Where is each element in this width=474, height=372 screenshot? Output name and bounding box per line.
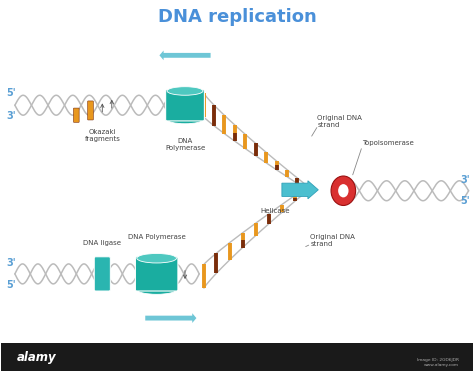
Ellipse shape: [331, 176, 356, 205]
FancyBboxPatch shape: [73, 108, 79, 122]
Text: DNA replication: DNA replication: [158, 8, 316, 26]
Text: 5': 5': [6, 280, 16, 290]
Ellipse shape: [167, 115, 203, 124]
Text: Image ID: 2GD6JDR
www.alamy.com: Image ID: 2GD6JDR www.alamy.com: [417, 359, 459, 367]
Text: DNA Polymerase: DNA Polymerase: [128, 234, 185, 240]
Ellipse shape: [167, 87, 203, 95]
Text: 5': 5': [460, 196, 470, 206]
Text: DNA ligase: DNA ligase: [83, 240, 121, 246]
Ellipse shape: [338, 184, 348, 198]
Text: alamy: alamy: [17, 350, 57, 363]
Text: 5': 5': [6, 88, 16, 98]
Text: Topoisomerase: Topoisomerase: [362, 140, 414, 145]
Text: Original DNA
strand: Original DNA strand: [310, 234, 355, 247]
FancyBboxPatch shape: [94, 257, 110, 291]
Bar: [0, 343, 474, 371]
FancyBboxPatch shape: [88, 101, 93, 120]
Ellipse shape: [137, 285, 176, 294]
Text: DNA
Polymerase: DNA Polymerase: [165, 138, 205, 151]
FancyBboxPatch shape: [165, 90, 204, 121]
Text: Original DNA
strand: Original DNA strand: [318, 115, 362, 128]
Text: 3': 3': [6, 111, 16, 121]
FancyArrow shape: [282, 181, 318, 199]
Text: 3': 3': [460, 175, 470, 185]
Text: Helicase: Helicase: [260, 208, 290, 214]
Ellipse shape: [137, 253, 176, 263]
Text: Okazaki
fragments: Okazaki fragments: [84, 129, 120, 142]
FancyBboxPatch shape: [136, 257, 178, 291]
Text: 3': 3': [6, 258, 16, 268]
